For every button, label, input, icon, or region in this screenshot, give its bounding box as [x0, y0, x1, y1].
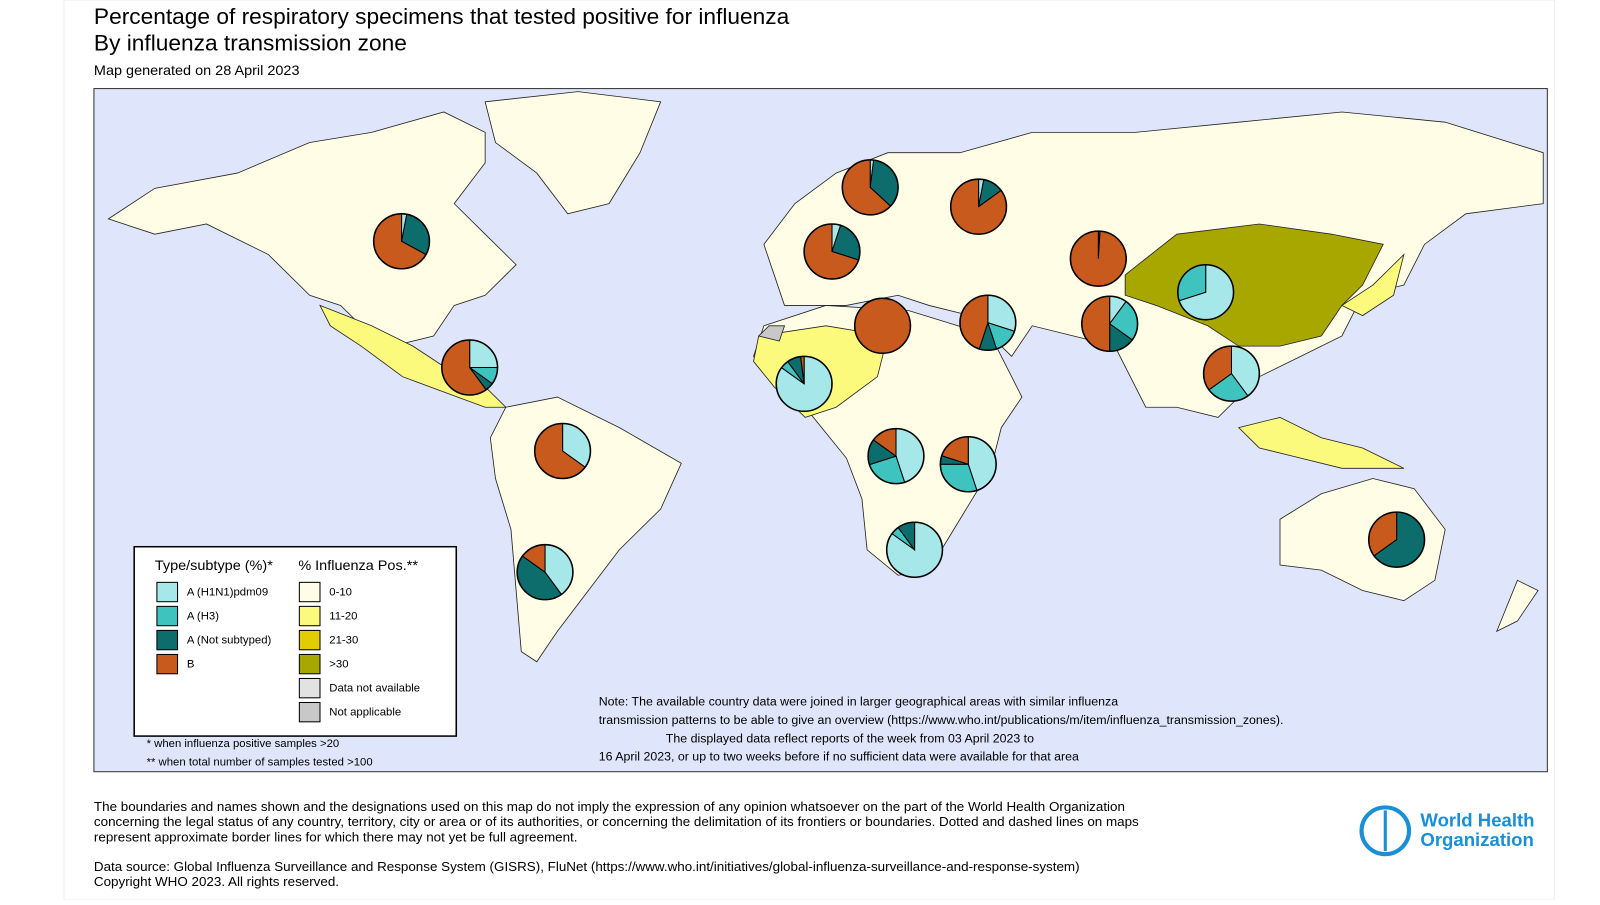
legend-type-title: Type/subtype (%)* — [155, 558, 273, 574]
legend-swatch — [298, 653, 321, 675]
pie-outline — [867, 427, 925, 485]
legend-label: A (H3) — [187, 611, 219, 623]
legend-label: B — [187, 659, 195, 671]
legend-label: 0-10 — [329, 587, 352, 599]
legend: Type/subtype (%)* % Influenza Pos.** A (… — [133, 545, 458, 737]
legend-swatch — [156, 653, 179, 675]
western-sahara — [757, 325, 786, 342]
legend-box — [133, 545, 458, 737]
logo-text: Organization — [1420, 829, 1533, 850]
pie-outline — [853, 297, 912, 355]
footnote: ** when total number of samples tested >… — [147, 757, 373, 769]
legend-label: Not applicable — [329, 707, 401, 719]
legend-swatch — [298, 629, 321, 651]
pie-outline — [841, 159, 899, 216]
pie-outline — [949, 178, 1008, 235]
subtitle: By influenza transmission zone — [94, 31, 407, 56]
pie-outline — [1081, 295, 1139, 353]
disclaimer: represent approximate border lines for w… — [94, 829, 578, 844]
legend-swatch — [156, 605, 179, 627]
pie-outline — [1202, 345, 1261, 402]
data-source: Data source: Global Influenza Surveillan… — [94, 859, 1080, 874]
southeast-asia-islands — [1237, 416, 1405, 469]
generated-date: Map generated on 28 April 2023 — [94, 63, 300, 79]
legend-label: 11-20 — [329, 611, 357, 623]
pie-outline — [959, 294, 1017, 351]
legend-swatch — [298, 581, 321, 603]
pies — [372, 159, 1426, 601]
north-america — [107, 111, 517, 347]
disclaimer: The boundaries and names shown and the d… — [94, 799, 1125, 814]
note: 16 April 2023, or up to two weeks before… — [599, 750, 1079, 764]
legend-label: 21-30 — [329, 635, 358, 647]
pie-outline — [533, 422, 592, 480]
logo-emblem — [1359, 805, 1412, 857]
pie-outline — [1069, 230, 1127, 287]
title: Percentage of respiratory specimens that… — [94, 4, 790, 29]
pie-outline — [516, 543, 574, 601]
map — [93, 88, 1548, 773]
japan — [1341, 253, 1405, 317]
pie-outline — [885, 521, 944, 579]
note: transmission patterns to be able to give… — [599, 713, 1284, 727]
legend-label: Data not available — [329, 683, 420, 695]
greenland — [484, 91, 662, 215]
legend-swatch — [298, 701, 321, 723]
pie-outline — [441, 339, 499, 396]
australia — [1279, 478, 1446, 602]
note: The displayed data reflect reports of th… — [666, 731, 1034, 745]
legend-swatch — [298, 605, 321, 627]
legend-label: A (H1N1)pdm09 — [187, 587, 268, 599]
pie-outline — [939, 436, 997, 493]
new-zealand — [1495, 579, 1539, 633]
legend-label: A (Not subtyped) — [187, 635, 272, 647]
who-logo: World Health Organization — [1359, 805, 1535, 857]
copyright: Copyright WHO 2023. All rights reserved. — [94, 874, 339, 889]
pie-outline — [1177, 263, 1235, 321]
legend-swatch — [156, 629, 179, 651]
pie-outline — [803, 223, 861, 280]
pie-outline — [775, 355, 833, 413]
legend-swatch — [156, 581, 179, 603]
legend-label: >30 — [329, 659, 348, 671]
legend-pos-title: % Influenza Pos.** — [298, 558, 418, 574]
disclaimer: concerning the legal status of any count… — [94, 814, 1139, 829]
legend-swatch — [298, 677, 321, 699]
footnote: * when influenza positive samples >20 — [147, 738, 340, 750]
logo-text: World Health — [1420, 810, 1534, 831]
pie-outline — [372, 213, 431, 270]
note: Note: The available country data were jo… — [599, 695, 1119, 709]
pie-outline — [1367, 511, 1426, 568]
